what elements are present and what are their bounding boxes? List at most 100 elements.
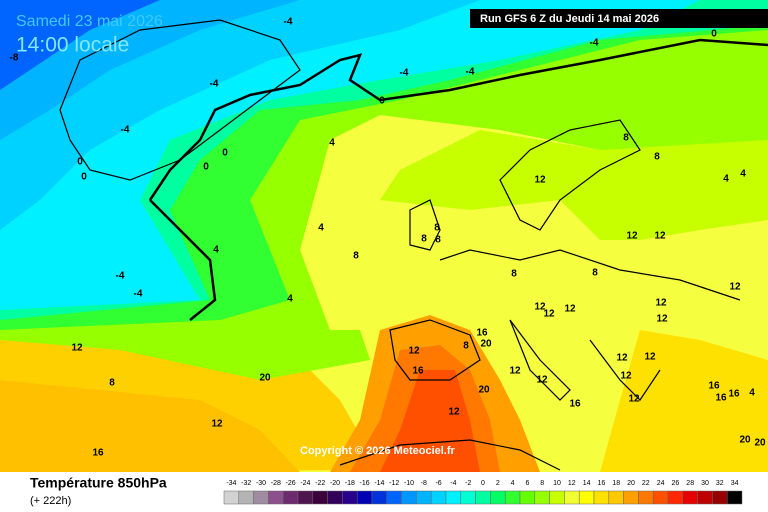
contour-label: 8 [435,235,441,246]
map-title: Température 850hPa [30,475,167,491]
contour-label: -4 [210,79,219,90]
scale-label: 24 [657,480,665,487]
contour-label: 12 [509,366,521,377]
contour-label: 12 [626,231,638,242]
scale-label: -18 [345,480,355,487]
forecast-offset: (+ 222h) [30,495,71,507]
contour-label: 8 [511,269,517,280]
scale-label: -4 [450,480,456,487]
contour-label: 12 [408,346,420,357]
scale-swatch [253,490,269,505]
scale-swatch [327,490,343,505]
contour-label: 12 [211,419,223,430]
scale-swatch [238,490,254,505]
scale-swatch [342,490,358,505]
contour-label: 16 [92,448,104,459]
forecast-date: Samedi 23 mai 2026 [16,13,163,30]
scale-swatch [416,490,432,505]
scale-label: -14 [374,480,384,487]
scale-label: 26 [672,480,680,487]
contour-label: 12 [543,309,555,320]
contour-label: 12 [536,375,548,386]
scale-swatch [623,490,639,505]
contour-label: 4 [723,174,729,185]
scale-swatch [223,490,240,505]
scale-label: -22 [315,480,325,487]
scale-label: 4 [511,480,515,487]
scale-label: 30 [701,480,709,487]
scale-swatch [490,490,506,505]
contour-label: 20 [480,339,492,350]
scale-label: 16 [598,480,606,487]
contour-label: 12 [620,371,632,382]
scale-label: -34 [226,480,236,487]
scale-swatch [652,490,669,505]
contour-label: 0 [203,162,209,173]
contour-label: 12 [534,175,546,186]
color-scale: -34 -32 -30 -28 -26 -24 -22 -20 -18 -16 -14 -12 -10-… [223,480,743,505]
scale-swatch [519,490,536,505]
contour-label: 20 [754,438,766,449]
scale-swatch [386,490,402,505]
scale-label: 2 [496,480,500,487]
scale-label: 14 [583,480,591,487]
scale-label: 18 [612,480,620,487]
contour-label: 0 [711,29,717,40]
coastlines [59,19,768,471]
scale-label: -6 [435,480,441,487]
contour-label: -4 [121,125,130,136]
contour-label: 8 [434,223,440,234]
contour-label: 0 [77,157,83,168]
contour-label: 20 [259,373,271,384]
contour-label: 12 [654,231,666,242]
contour-label: 4 [287,294,293,305]
contour-label: 8 [623,133,629,144]
scale-swatch [534,490,550,505]
scale-label: -8 [421,480,427,487]
scale-swatch [430,490,447,505]
contour-label: 8 [654,152,660,163]
scale-swatch [549,490,565,505]
contour-label: 12 [564,304,576,315]
scale-label: -2 [465,480,471,487]
contour-label: -4 [590,38,599,49]
scale-swatch [445,490,462,505]
scale-swatch [712,490,728,505]
scale-swatch [682,490,698,505]
scale-swatch [578,490,595,505]
contour-label: -4 [134,289,143,300]
contour-label: 8 [421,234,427,245]
scale-label: 8 [540,480,544,487]
contour-label: 4 [213,245,219,256]
contour-label: 8 [592,268,598,279]
scale-swatch [282,490,299,505]
scale-swatch [268,490,284,505]
contour-label: 4 [318,223,324,234]
scale-swatch [667,490,684,505]
scale-swatch [726,490,743,505]
contour-label: 20 [478,385,490,396]
scale-label: -30 [256,480,266,487]
contour-label: -4 [400,68,409,79]
scale-label: -12 [389,480,399,487]
contour-label: 16 [476,328,488,339]
scale-label: -20 [330,480,340,487]
scale-swatch [401,490,417,505]
contour-label: 8 [463,341,469,352]
contour-label: -4 [116,271,125,282]
scale-label: 0 [481,480,485,487]
run-box [470,9,768,28]
scale-label: -24 [300,480,310,487]
scale-label: -32 [241,480,251,487]
scale-label: 6 [525,480,529,487]
scale-swatch [475,490,491,505]
contour-label: 20 [739,435,751,446]
scale-label: 10 [553,480,561,487]
scale-swatch [504,490,521,505]
scale-swatch [371,490,388,505]
scale-swatch [608,490,624,505]
contour-label: 8 [353,251,359,262]
copyright: Copyright © 2026 Meteociel.fr [300,445,456,457]
contour-label: 0 [81,172,87,183]
